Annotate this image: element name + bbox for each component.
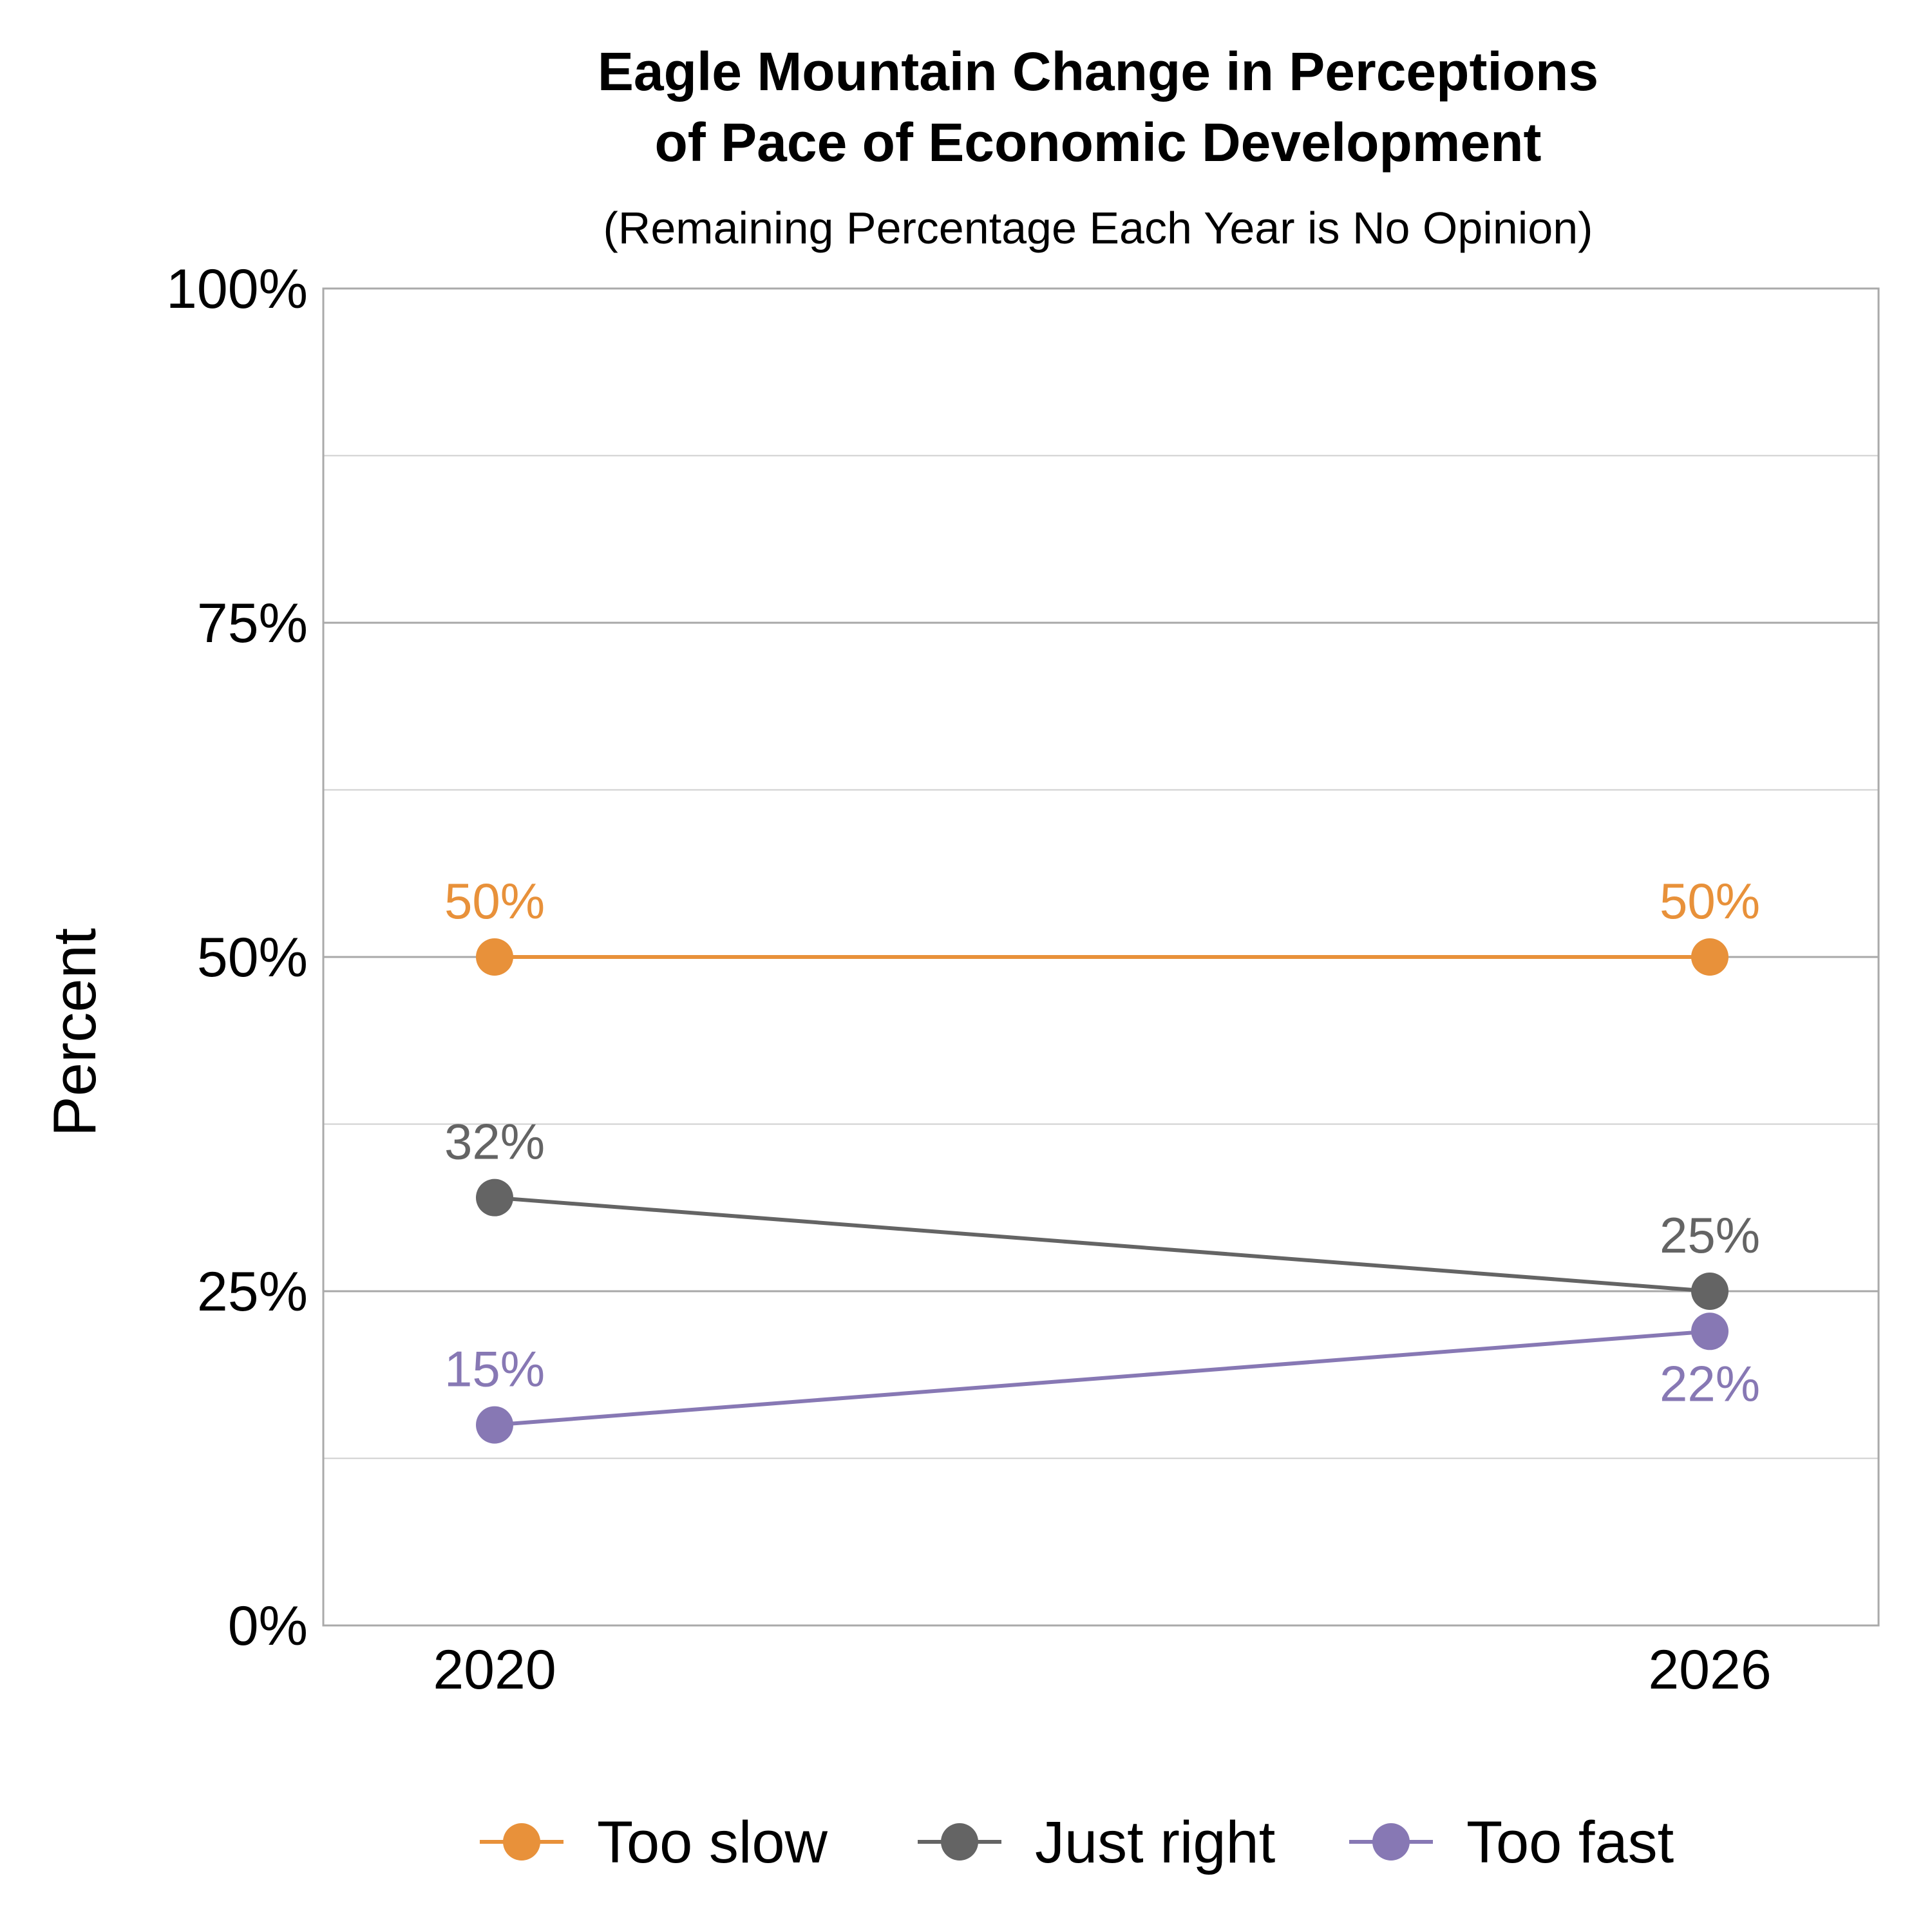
- data-label: 50%: [444, 873, 545, 929]
- data-point: [476, 938, 513, 976]
- data-label: 22%: [1660, 1355, 1760, 1412]
- data-point: [476, 1406, 513, 1444]
- y-tick-label: 100%: [166, 258, 308, 320]
- data-point: [476, 1179, 513, 1217]
- legend-marker: [1372, 1823, 1410, 1861]
- y-tick-label: 75%: [197, 592, 308, 654]
- y-axis-label: Percent: [41, 928, 108, 1137]
- x-axis-ticks: 2020 2026: [433, 1639, 1771, 1701]
- y-axis-ticks: 0% 25% 50% 75% 100%: [166, 258, 308, 1657]
- legend-marker: [941, 1823, 978, 1861]
- legend-label: Just right: [1035, 1810, 1275, 1875]
- chart-subtitle: (Remaining Percentage Each Year is No Op…: [603, 203, 1593, 253]
- plot-border: [322, 287, 1880, 1627]
- legend-label: Too fast: [1466, 1810, 1674, 1875]
- data-label: 50%: [1660, 873, 1760, 929]
- series-line: [494, 1329, 1710, 1427]
- legend: Too slow Just right Too fast: [480, 1810, 1674, 1875]
- data-point: [1691, 1273, 1728, 1310]
- y-tick-label: 50%: [197, 927, 308, 989]
- y-tick-label: 25%: [197, 1261, 308, 1323]
- y-tick-label: 0%: [228, 1595, 308, 1657]
- x-tick-label: 2026: [1648, 1639, 1771, 1701]
- chart-title-line-2: of Pace of Economic Development: [655, 112, 1542, 173]
- series-line: [494, 1195, 1710, 1293]
- data-point: [1691, 938, 1728, 976]
- data-point: [1691, 1312, 1728, 1350]
- x-tick-label: 2020: [433, 1639, 556, 1701]
- series-layer: 50% 50% 32% 25% 15% 22%: [444, 873, 1760, 1444]
- data-label: 32%: [444, 1113, 545, 1170]
- chart-title-line-1: Eagle Mountain Change in Perceptions: [598, 41, 1598, 102]
- data-label: 15%: [444, 1341, 545, 1397]
- legend-label: Too slow: [597, 1810, 828, 1875]
- chart-title: Eagle Mountain Change in Perceptions of …: [598, 41, 1598, 173]
- data-label: 25%: [1660, 1207, 1760, 1264]
- legend-marker: [503, 1823, 540, 1861]
